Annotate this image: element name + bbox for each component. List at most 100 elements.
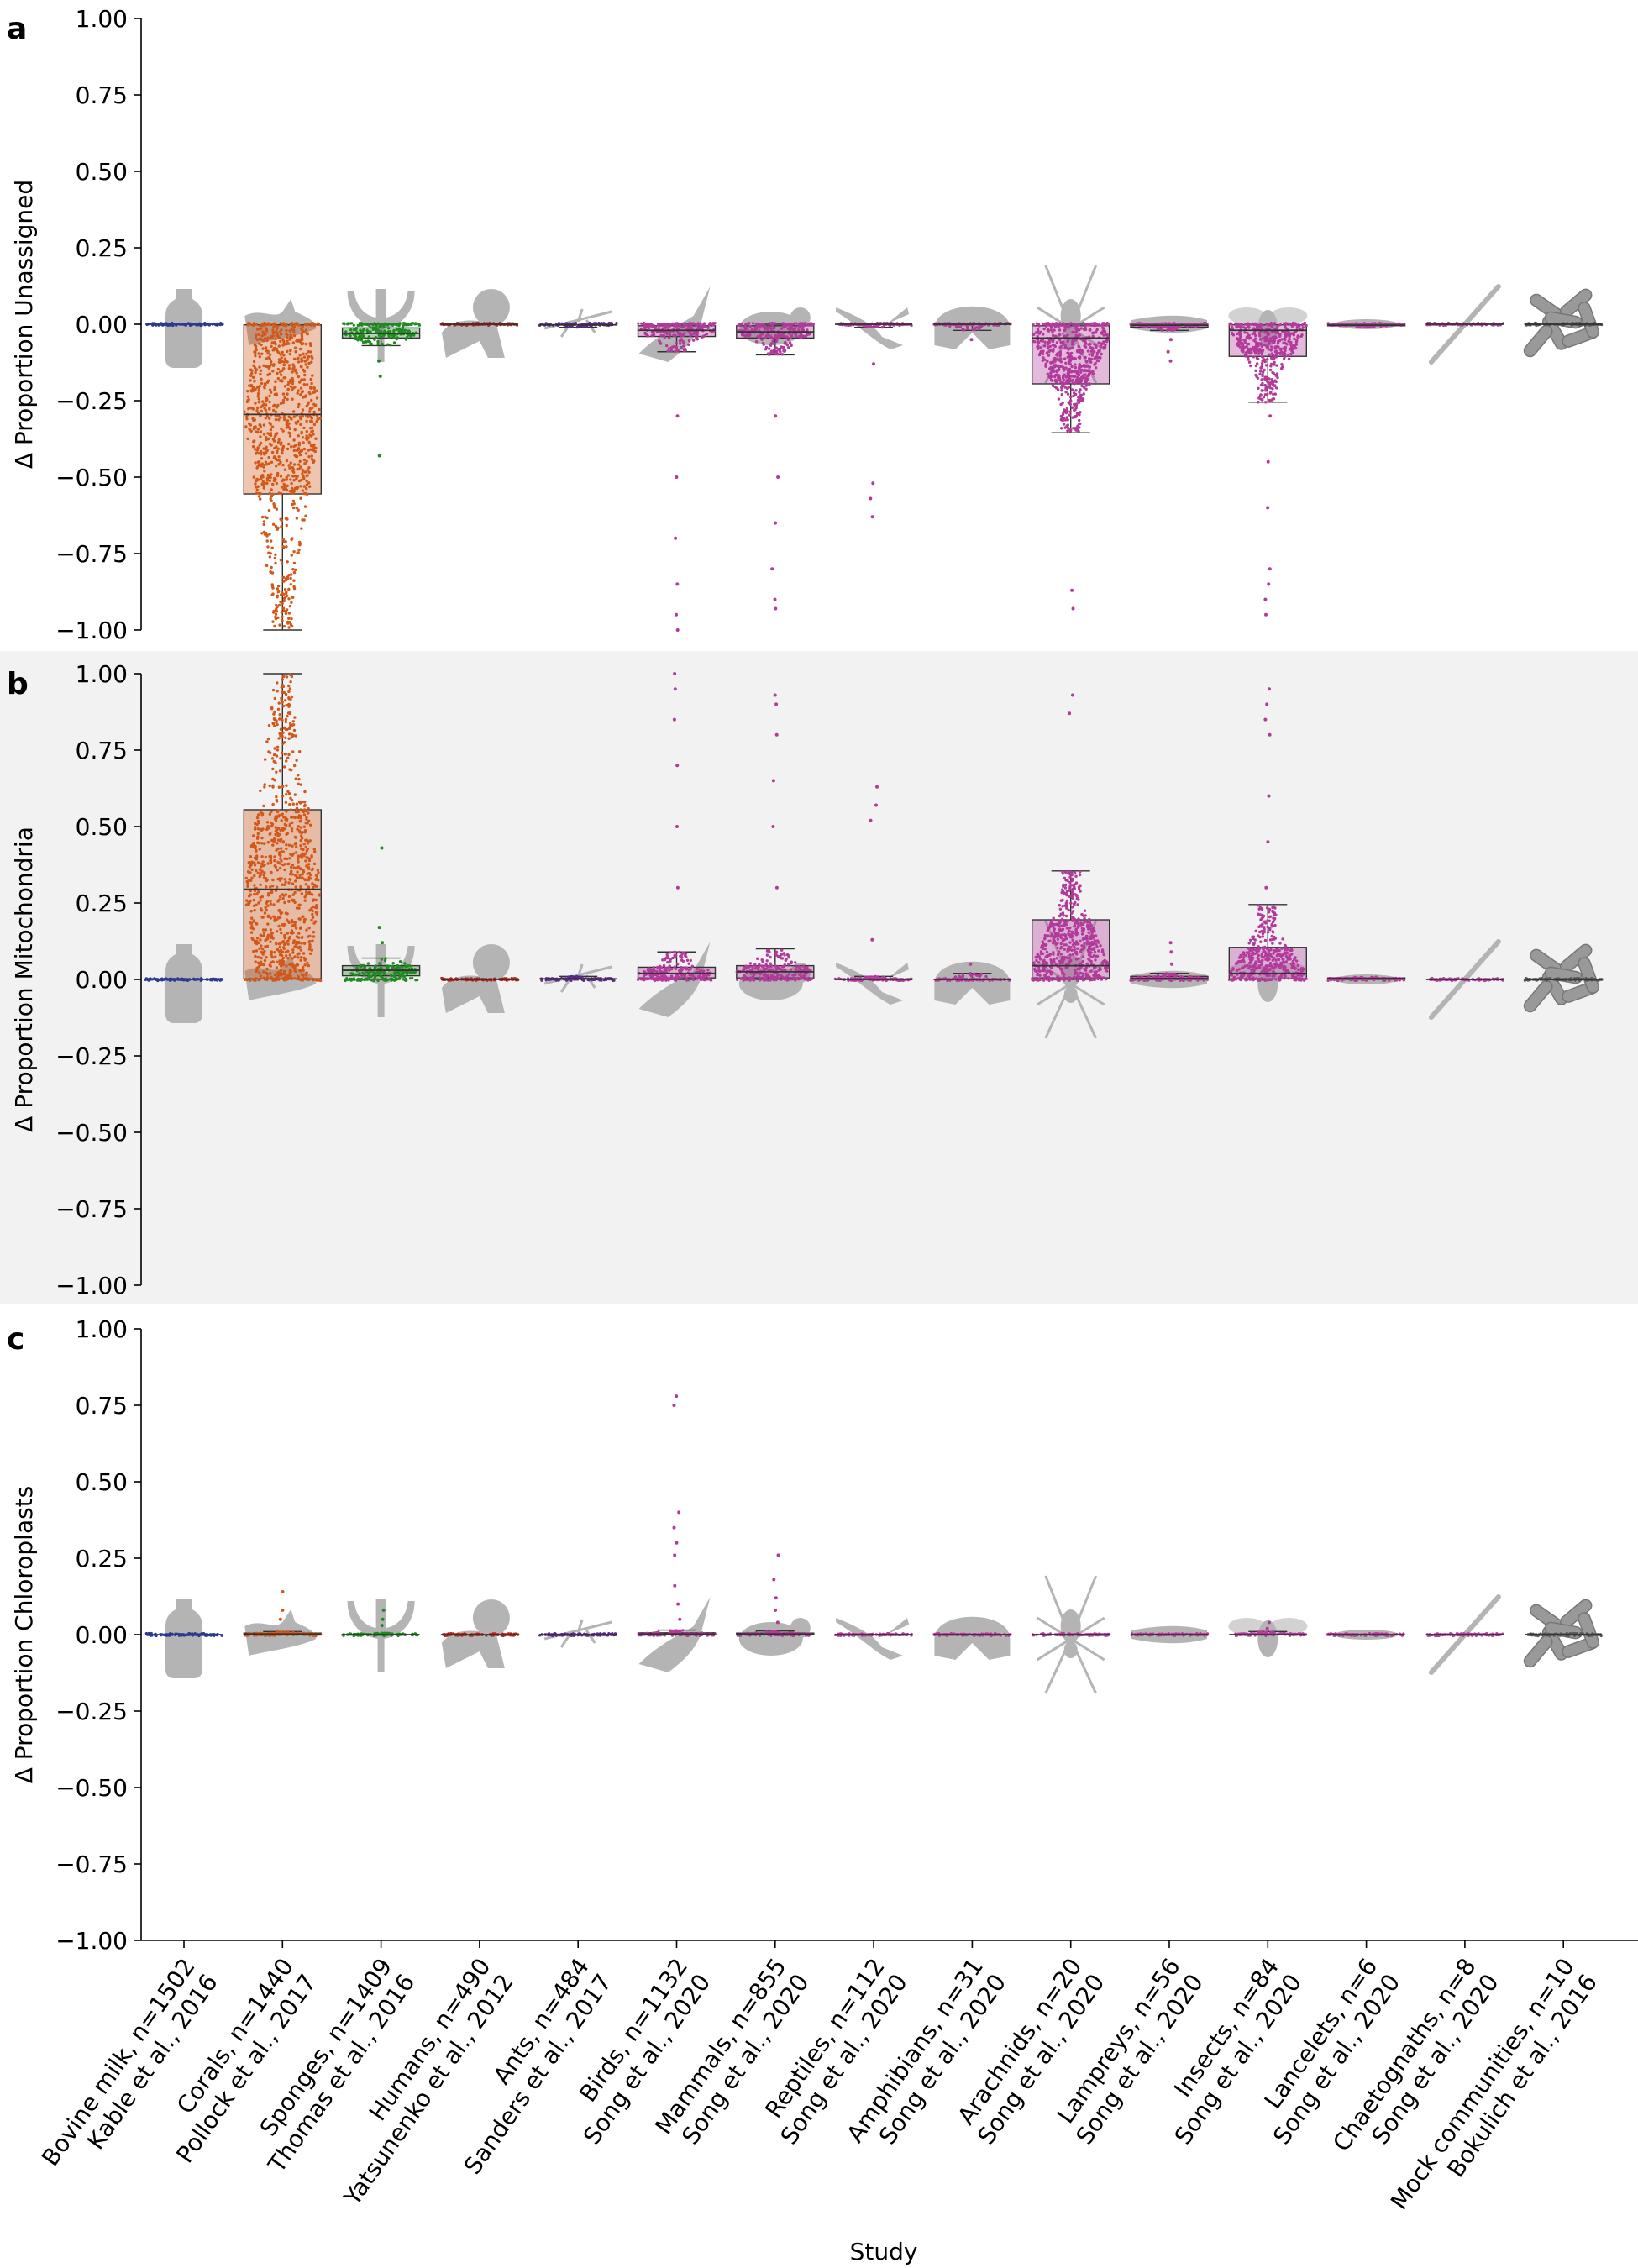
data-point	[283, 323, 286, 327]
data-point	[315, 874, 318, 878]
data-point	[665, 330, 669, 333]
data-point	[299, 365, 303, 369]
data-point	[259, 883, 262, 887]
data-point	[1266, 377, 1270, 381]
data-point	[669, 331, 672, 334]
data-point	[246, 881, 249, 885]
data-point	[286, 333, 289, 337]
data-point	[1275, 364, 1278, 367]
data-point	[293, 716, 297, 719]
data-point	[259, 907, 263, 911]
data-point	[281, 429, 285, 433]
data-point	[252, 898, 255, 902]
data-point	[1057, 375, 1060, 380]
data-point	[281, 794, 285, 798]
data-point	[748, 333, 752, 337]
data-point	[756, 322, 759, 325]
data-point	[1059, 427, 1063, 430]
data-point	[273, 864, 276, 868]
data-point	[1084, 381, 1088, 384]
data-point	[1068, 376, 1072, 381]
data-point	[275, 610, 279, 613]
data-point	[286, 388, 290, 391]
data-point	[766, 328, 769, 331]
data-point	[1074, 392, 1078, 396]
outlier-point	[675, 628, 680, 632]
data-point	[790, 333, 794, 338]
data-point	[650, 334, 654, 338]
data-point	[276, 584, 281, 588]
data-point	[291, 965, 295, 969]
data-point	[249, 879, 253, 883]
data-point	[1068, 386, 1071, 389]
data-point	[294, 777, 297, 780]
data-point	[1089, 343, 1092, 346]
data-point	[1074, 389, 1078, 392]
data-point	[276, 447, 280, 450]
data-point	[245, 899, 249, 902]
data-point	[289, 385, 293, 388]
data-point	[297, 447, 301, 450]
data-point	[262, 465, 265, 469]
data-point	[291, 488, 295, 491]
data-point	[1281, 354, 1285, 357]
outlier-point	[377, 454, 381, 458]
data-point	[281, 897, 285, 900]
data-point	[269, 902, 272, 906]
data-point	[1058, 353, 1063, 356]
bird-icon	[638, 286, 711, 362]
data-point	[380, 958, 384, 961]
data-point	[300, 360, 303, 363]
data-point	[779, 333, 783, 337]
data-point	[772, 342, 776, 345]
data-point	[1275, 352, 1278, 355]
data-point	[264, 337, 267, 340]
data-point	[290, 617, 293, 621]
outlier-point	[773, 597, 777, 601]
data-point	[389, 974, 393, 978]
data-point	[281, 946, 286, 949]
data-point	[1245, 336, 1249, 339]
milk-bottle-icon	[165, 289, 202, 368]
data-point	[687, 343, 690, 346]
data-point	[246, 437, 249, 441]
data-point	[265, 329, 269, 333]
outlier-point	[674, 536, 678, 540]
data-point	[305, 816, 308, 819]
data-point	[296, 467, 299, 471]
data-point	[283, 468, 287, 471]
data-point	[255, 477, 259, 481]
outlier-point	[675, 475, 679, 479]
data-point	[773, 326, 776, 329]
data-point	[266, 438, 270, 441]
data-point	[1076, 349, 1079, 354]
data-point	[282, 625, 286, 628]
data-point	[764, 336, 767, 339]
data-point	[1078, 378, 1082, 381]
data-point	[1088, 357, 1091, 360]
data-point	[1267, 342, 1270, 345]
data-point	[267, 892, 270, 895]
data-point	[1326, 322, 1330, 325]
data-point	[1053, 328, 1056, 332]
data-point	[291, 802, 295, 806]
data-point	[1086, 323, 1089, 327]
data-point	[275, 942, 278, 946]
data-point	[297, 777, 301, 781]
data-point	[1273, 340, 1276, 344]
data-point	[271, 370, 275, 373]
data-point	[1053, 323, 1057, 327]
data-point	[270, 950, 273, 953]
data-point	[270, 870, 273, 874]
data-point	[271, 328, 275, 332]
data-point	[265, 539, 269, 543]
data-point	[367, 335, 371, 339]
data-point	[289, 853, 292, 856]
data-point	[274, 458, 278, 461]
data-point	[312, 386, 316, 390]
data-point	[315, 906, 318, 910]
data-point	[302, 969, 305, 972]
data-point	[252, 979, 255, 982]
data-point	[259, 974, 263, 978]
data-point	[665, 323, 669, 326]
